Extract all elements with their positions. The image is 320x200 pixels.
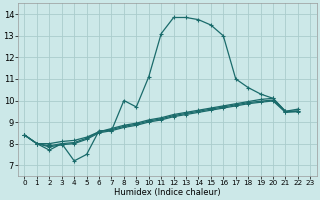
X-axis label: Humidex (Indice chaleur): Humidex (Indice chaleur) <box>114 188 221 197</box>
